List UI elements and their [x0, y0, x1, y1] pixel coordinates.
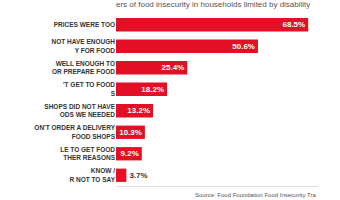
svg-text:3.7%: 3.7%	[129, 171, 147, 180]
svg-text:25.4%: 25.4%	[162, 63, 185, 72]
svg-text:Source: Food Foundation Food I: Source: Food Foundation Food Insecurity …	[195, 192, 316, 198]
svg-text:10.3%: 10.3%	[119, 128, 142, 137]
svg-text:NOT HAVE ENOUGHY FOR FOOD: NOT HAVE ENOUGHY FOR FOOD	[52, 38, 116, 53]
svg-text:9.2%: 9.2%	[121, 149, 139, 158]
svg-text:18.2%: 18.2%	[141, 85, 164, 94]
svg-text:SHOPS DID NOT HAVEODS WE NEEDE: SHOPS DID NOT HAVEODS WE NEEDED	[44, 103, 115, 118]
svg-text:PRICES WERE TOO: PRICES WERE TOO	[54, 21, 115, 28]
svg-text:68.5%: 68.5%	[282, 20, 305, 29]
svg-text:ers of food insecurity in hous: ers of food insecurity in households lim…	[116, 0, 310, 9]
svg-text:50.6%: 50.6%	[232, 42, 255, 51]
svg-text:13.2%: 13.2%	[127, 106, 150, 115]
svg-text:LE TO GET FOODTHER REASONS: LE TO GET FOODTHER REASONS	[60, 146, 115, 161]
svg-text:ON'T ORDER A DELIVERYFOOD SHOP: ON'T ORDER A DELIVERYFOOD SHOPS	[34, 124, 115, 139]
svg-text:WELL ENOUGH TOOR PREPARE FOOD: WELL ENOUGH TOOR PREPARE FOOD	[52, 60, 115, 75]
svg-text:'T GET TO FOODS: 'T GET TO FOODS	[63, 81, 116, 96]
svg-text:KNOW /R NOT TO SAY: KNOW /R NOT TO SAY	[69, 167, 115, 182]
